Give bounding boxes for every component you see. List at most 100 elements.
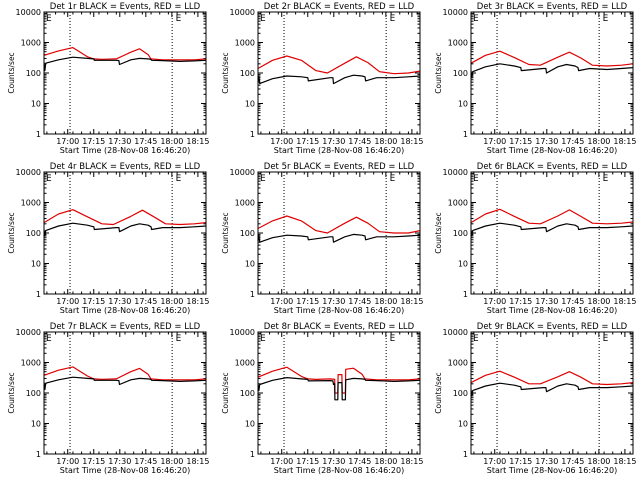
y-tick-label: 10000 bbox=[443, 168, 468, 177]
x-axis-label: Start Time (28-Nov-08 16:46:20) bbox=[60, 466, 190, 475]
plot-frame bbox=[257, 11, 421, 135]
x-tick-label: 17:45 bbox=[348, 137, 371, 146]
x-tick-label: 17:00 bbox=[270, 297, 293, 306]
x-tick-label: 18:00 bbox=[160, 137, 183, 146]
x-tick-label: 17:30 bbox=[535, 297, 558, 306]
x-tick-label: 18:00 bbox=[587, 137, 610, 146]
y-tick-label: 10000 bbox=[16, 8, 41, 17]
plot-frame bbox=[43, 331, 207, 455]
x-tick-label: 17:00 bbox=[270, 457, 293, 466]
y-tick-label: 10000 bbox=[230, 328, 255, 337]
x-tick-label: 17:30 bbox=[535, 137, 558, 146]
x-tick-label: 18:15 bbox=[186, 457, 209, 466]
y-tick-label: 1 bbox=[250, 450, 255, 459]
y-tick-label: 10000 bbox=[443, 328, 468, 337]
panel-8: Det 8r BLACK = Events, RED = LLD 1 10 100 10… bbox=[221, 322, 423, 475]
y-tick-label: 1 bbox=[36, 290, 41, 299]
plot-frame bbox=[470, 171, 634, 295]
x-tick-label: 17:15 bbox=[296, 457, 319, 466]
panel-title: Det 6r BLACK = Events, RED = LLD bbox=[477, 162, 628, 172]
y-tick-label: 10 bbox=[245, 260, 255, 269]
y-tick-label: 100 bbox=[26, 229, 41, 238]
y-tick-label: 10 bbox=[458, 100, 468, 109]
series-line-red-lld bbox=[257, 366, 421, 394]
x-tick-label: 17:30 bbox=[322, 137, 345, 146]
x-tick-label: 17:15 bbox=[296, 297, 319, 306]
y-tick-label: 100 bbox=[453, 69, 468, 78]
panel-title: Det 7r BLACK = Events, RED = LLD bbox=[50, 322, 201, 332]
x-tick-label: 18:15 bbox=[613, 297, 636, 306]
panel-title: Det 1r BLACK = Events, RED = LLD bbox=[50, 2, 201, 12]
x-axis-label: Start Time (28-Nov-08 16:46:20) bbox=[487, 146, 617, 155]
marker-label: E bbox=[603, 174, 609, 184]
plot-frame bbox=[257, 171, 421, 295]
panel-2: Det 2r BLACK = Events, RED = LLD 1 10 100 10… bbox=[221, 2, 423, 155]
y-axis-label: Counts/sec bbox=[434, 212, 443, 253]
y-tick-label: 100 bbox=[453, 389, 468, 398]
x-axis-label: Start Time (28-Nov-08 16:46:20) bbox=[274, 146, 404, 155]
marker-label: E bbox=[473, 334, 479, 344]
x-tick-label: 18:15 bbox=[186, 297, 209, 306]
y-tick-label: 10000 bbox=[230, 8, 255, 17]
marker-label: E bbox=[390, 174, 396, 184]
series-line-red-lld bbox=[470, 370, 634, 386]
marker-label: E bbox=[46, 14, 52, 24]
y-tick-label: 100 bbox=[240, 69, 255, 78]
x-axis-label: Start Time (28-Nov-08 16:46:20) bbox=[274, 306, 404, 315]
series-line-black-events bbox=[470, 63, 634, 79]
plot-frame bbox=[43, 171, 207, 295]
x-tick-label: 17:00 bbox=[56, 457, 79, 466]
y-tick-label: 1 bbox=[250, 130, 255, 139]
x-tick-label: 18:00 bbox=[160, 457, 183, 466]
x-tick-label: 18:00 bbox=[587, 297, 610, 306]
panel-title: Det 8r BLACK = Events, RED = LLD bbox=[264, 322, 415, 332]
x-tick-label: 17:30 bbox=[322, 457, 345, 466]
y-tick-label: 100 bbox=[26, 389, 41, 398]
x-tick-label: 17:45 bbox=[561, 137, 584, 146]
panel-title: Det 4r BLACK = Events, RED = LLD bbox=[50, 162, 201, 172]
series-line-red-lld bbox=[43, 209, 207, 226]
x-tick-label: 17:15 bbox=[82, 457, 105, 466]
y-tick-label: 1000 bbox=[235, 199, 255, 208]
x-axis-label: Start Time (28-Nov-08 16:46:20) bbox=[487, 306, 617, 315]
y-tick-label: 10 bbox=[458, 420, 468, 429]
series-line-red-lld bbox=[43, 366, 207, 381]
marker-label: E bbox=[260, 174, 266, 184]
series-line-red-lld bbox=[257, 215, 421, 234]
y-tick-label: 1 bbox=[36, 130, 41, 139]
x-axis-label: Start Time (28-Nov-08 16:46:20) bbox=[60, 146, 190, 155]
y-tick-label: 10 bbox=[245, 420, 255, 429]
x-tick-label: 18:15 bbox=[186, 137, 209, 146]
y-tick-label: 1000 bbox=[235, 39, 255, 48]
x-tick-label: 18:15 bbox=[613, 457, 636, 466]
marker-label: E bbox=[46, 174, 52, 184]
x-tick-label: 18:00 bbox=[374, 137, 397, 146]
marker-label: E bbox=[260, 334, 266, 344]
y-tick-label: 1000 bbox=[235, 359, 255, 368]
y-tick-label: 1 bbox=[463, 130, 468, 139]
plot-frame bbox=[43, 11, 207, 135]
x-tick-label: 18:00 bbox=[374, 297, 397, 306]
x-tick-label: 17:00 bbox=[56, 137, 79, 146]
panel-1: Det 1r BLACK = Events, RED = LLD 1 10 100 10… bbox=[7, 2, 209, 155]
x-tick-label: 17:15 bbox=[82, 297, 105, 306]
series-line-red-lld bbox=[470, 50, 634, 67]
y-tick-label: 10 bbox=[31, 260, 41, 269]
x-tick-label: 17:45 bbox=[348, 457, 371, 466]
x-tick-label: 17:45 bbox=[561, 297, 584, 306]
panel-7: Det 7r BLACK = Events, RED = LLD 1 10 100 10… bbox=[7, 322, 209, 475]
y-tick-label: 1000 bbox=[21, 39, 41, 48]
marker-label: E bbox=[176, 14, 182, 24]
y-tick-label: 1 bbox=[463, 290, 468, 299]
marker-label: E bbox=[176, 174, 182, 184]
x-axis-label: Start Time (28-Nov-08 16:46:20) bbox=[274, 466, 404, 475]
y-tick-label: 10 bbox=[31, 420, 41, 429]
x-tick-label: 18:00 bbox=[587, 457, 610, 466]
x-tick-label: 18:00 bbox=[160, 297, 183, 306]
series-line-black-events bbox=[257, 233, 421, 243]
y-tick-label: 1000 bbox=[448, 39, 468, 48]
plot-frame bbox=[257, 331, 421, 455]
y-axis-label: Counts/sec bbox=[7, 372, 16, 413]
series-line-black-events bbox=[470, 382, 634, 397]
marker-label: E bbox=[46, 334, 52, 344]
